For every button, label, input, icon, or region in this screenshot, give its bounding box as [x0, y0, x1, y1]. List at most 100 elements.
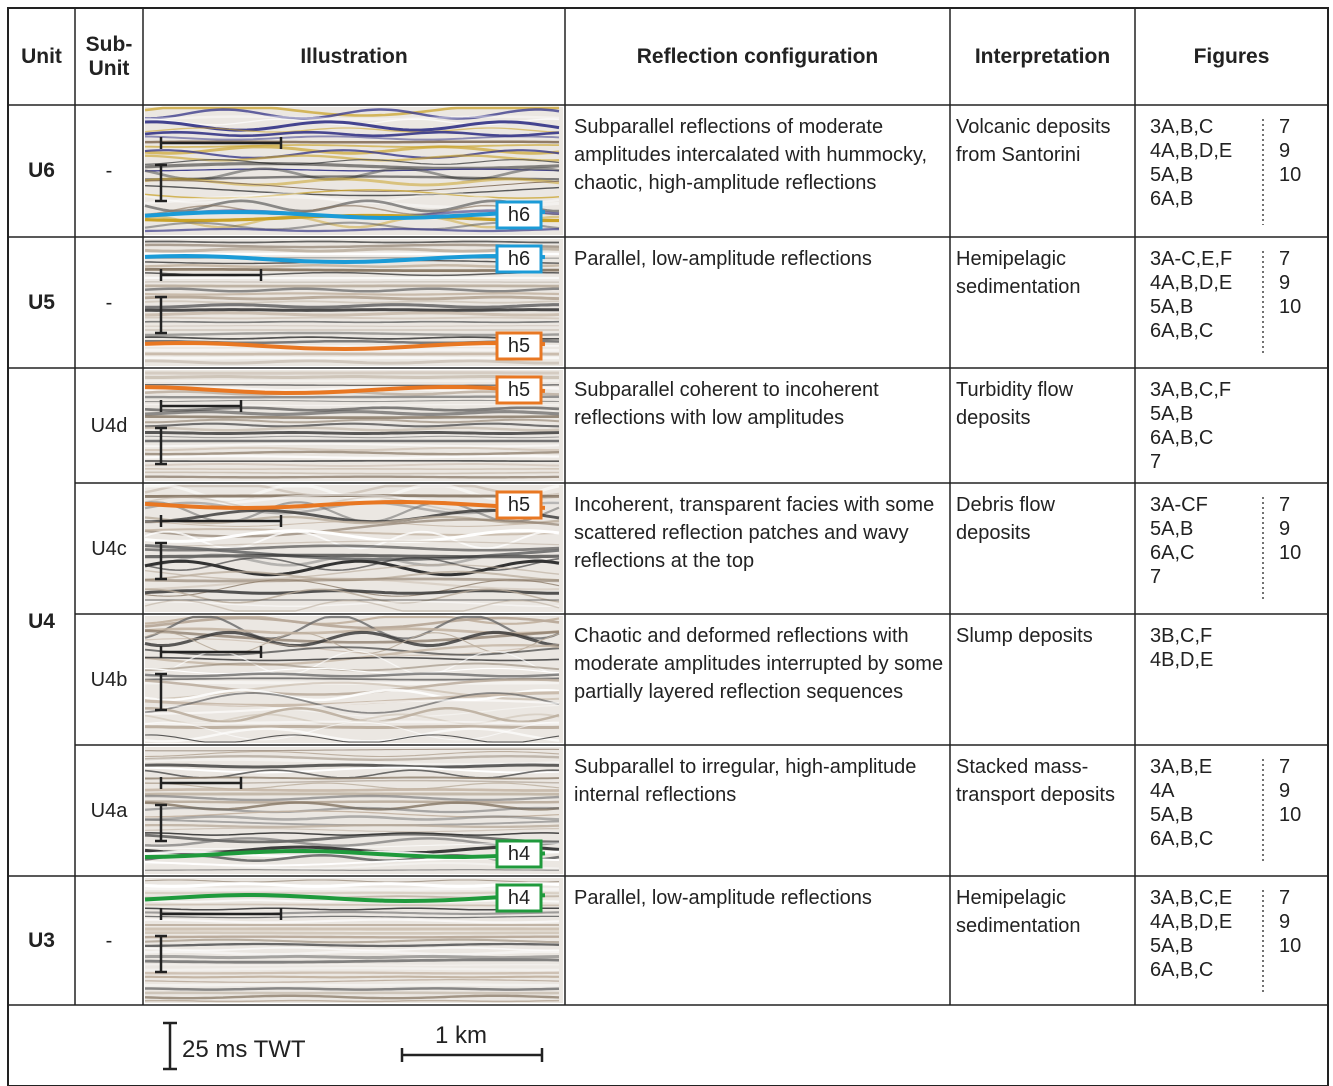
seismic-reflection [144, 857, 560, 867]
seismic-reflection [144, 320, 560, 324]
horizon-label: h4 [507, 843, 531, 865]
seismic-reflection [144, 287, 560, 293]
figure-ref: 3B,C,F [1150, 625, 1213, 647]
figure-ref: 7 [1150, 451, 1162, 473]
seismic-reflection [145, 140, 559, 144]
seismic-reflection [144, 518, 560, 538]
seismic-reflection [144, 185, 560, 197]
reflection-configuration: Parallel, low-amplitude reflections [574, 887, 872, 909]
seismic-reflection [144, 842, 559, 850]
seismic-reflection [144, 159, 560, 165]
figure-ref: 4A [1150, 780, 1175, 802]
seismic-reflection [144, 616, 560, 630]
seismic-reflection [144, 589, 559, 595]
seismic-reflection [144, 243, 560, 249]
seismic-reflection [144, 292, 560, 296]
seismic-reflection [144, 766, 560, 774]
figure-ref: 3A,B,C,F [1150, 379, 1232, 401]
seismic-reflection [144, 734, 560, 743]
seismic-reflection [144, 672, 560, 678]
seismic-reflection [145, 431, 560, 435]
scale-bar [159, 646, 263, 658]
figure-number: 10 [1279, 296, 1302, 318]
figure-number: 10 [1279, 804, 1302, 826]
figure-ref: 3A-C,E,F [1150, 248, 1233, 270]
horizon-line [144, 210, 546, 221]
sub-unit-label: - [105, 160, 113, 182]
figure-number: 10 [1279, 935, 1302, 957]
reflection-configuration: Chaotic and deformed reflections with mo… [574, 625, 944, 703]
seismic-reflection [144, 806, 560, 814]
seismic-reflection [144, 106, 559, 117]
horizon-box [495, 331, 543, 361]
sub-unit-label: U4a [90, 799, 128, 822]
seismic-reflection [144, 599, 560, 612]
figure-number: 10 [1279, 164, 1302, 186]
twt-bar [155, 295, 167, 335]
figure-ref: 3A,B,E [1150, 756, 1213, 778]
seismic-reflection [145, 975, 559, 979]
horizon-line [144, 892, 546, 904]
horizon-box [495, 839, 543, 869]
seismic-reflection [145, 832, 560, 836]
figure-ref: 6A,C [1150, 542, 1195, 564]
figure-ref: 6A,B,C [1150, 828, 1214, 850]
interpretation: Hemipelagic sedimentation [956, 248, 1081, 298]
seismic-reflection [145, 475, 559, 479]
twt-bar [155, 163, 167, 203]
seismic-reflection [144, 725, 560, 729]
seismic-reflection [144, 240, 559, 244]
km-legend-label: 1 km [435, 1022, 488, 1049]
seismic-reflection [144, 763, 560, 769]
seismic-reflection [145, 442, 560, 448]
unit-label: U5 [28, 290, 55, 314]
figure-number: 9 [1279, 911, 1291, 933]
seismic-reflection [144, 108, 560, 120]
seismic-reflection [145, 815, 560, 821]
seismic-reflection [144, 983, 559, 987]
seismic-reflection [144, 204, 559, 216]
horizon-line [144, 340, 546, 352]
seismic-reflection [144, 529, 560, 543]
seismic-reflection [144, 667, 560, 675]
seismic-reflection [144, 564, 560, 580]
seismic-reflection [144, 755, 560, 761]
seismic-reflection [144, 938, 560, 944]
seismic-reflection [144, 268, 559, 272]
seismic-reflection [144, 704, 560, 718]
figure-ref: 3A-CF [1150, 494, 1208, 516]
seismic-reflection [145, 942, 560, 948]
seismic-reflection [145, 810, 560, 818]
seismic-reflection [144, 199, 559, 213]
seismic-reflection [144, 130, 560, 138]
horizon-label: h5 [507, 379, 531, 401]
seismic-reflection [144, 692, 560, 714]
horizon-label: h6 [507, 204, 531, 226]
interpretation: Turbidity flow deposits [956, 379, 1074, 429]
unit-label: U3 [28, 928, 55, 952]
seismic-reflection [145, 308, 559, 312]
interpretation: Slump deposits [956, 625, 1093, 647]
figure-number: 7 [1279, 116, 1291, 138]
seismic-reflection [144, 707, 560, 723]
horizon-box [495, 200, 543, 230]
horizon-label: h5 [507, 335, 531, 357]
figure-number: 7 [1279, 756, 1291, 778]
seismic-reflection [144, 215, 560, 229]
seismic-reflection [144, 823, 560, 829]
seismic-reflection [144, 688, 560, 702]
figure-ref: 6A,B,C [1150, 427, 1214, 449]
seismic-reflection [144, 422, 560, 428]
seismic-reflection [145, 887, 559, 891]
seismic-reflection [144, 300, 560, 304]
horizon-line [144, 499, 546, 511]
scale-bar [159, 137, 283, 149]
header-configuration: Reflection configuration [636, 44, 879, 68]
seismic-reflection [144, 144, 559, 148]
seismic-reflection [144, 994, 560, 1000]
reflection-configuration: Subparallel to irregular, high-amplitude… [574, 756, 917, 806]
seismic-reflection [145, 426, 560, 432]
seismic-reflection [144, 861, 560, 871]
figure-ref: 3A,B,C [1150, 116, 1214, 138]
